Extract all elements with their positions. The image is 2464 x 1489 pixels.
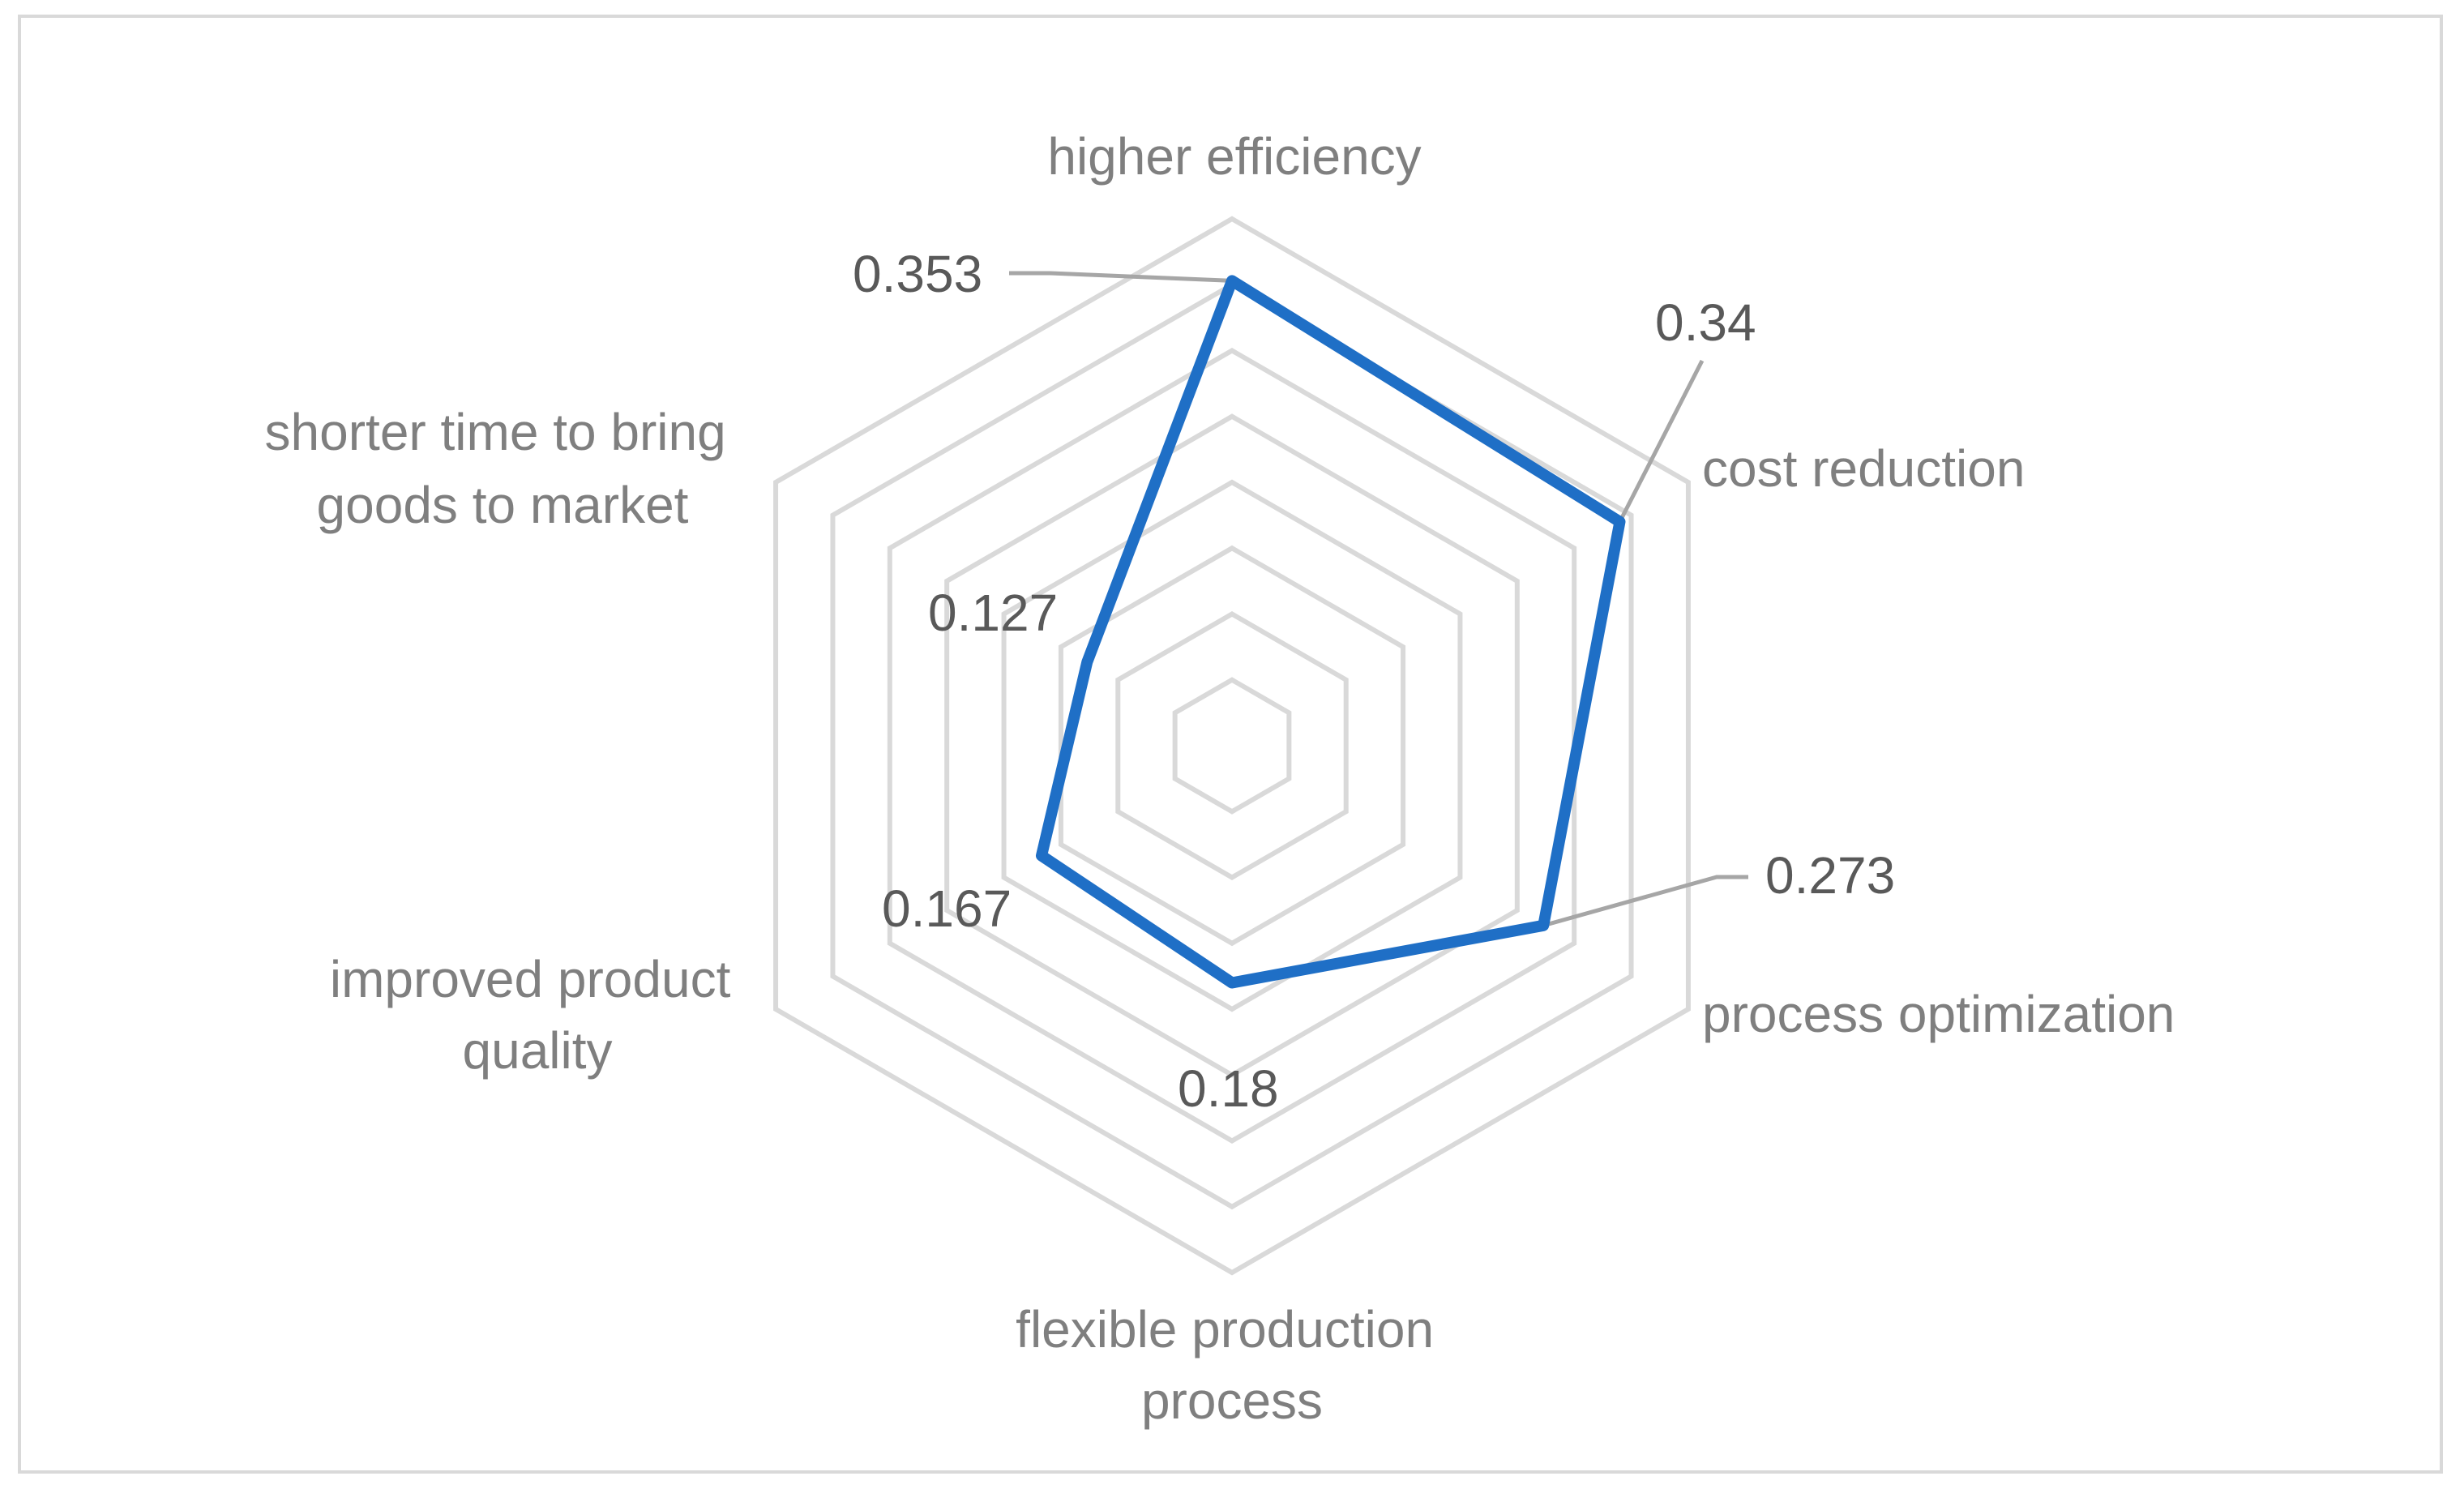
grid-ring-1 xyxy=(1172,677,1292,815)
category-label-cost-reduction: cost reduction xyxy=(1702,439,2025,498)
category-label-improved-product-quality: improved product quality xyxy=(330,950,745,1080)
leader-line-2 xyxy=(1618,359,1705,523)
leader-lines xyxy=(1009,271,1748,928)
grid-ring-8 xyxy=(773,216,1691,1276)
category-label-process-optimization: process optimization xyxy=(1702,985,2175,1043)
grid-ring-5 xyxy=(944,413,1520,1078)
value-label-shorter-time-to-market: 0.127 xyxy=(928,584,1058,642)
grid-ring-2 xyxy=(1115,611,1349,880)
leader-line-1 xyxy=(1009,271,1233,283)
value-label-process-optimization: 0.273 xyxy=(1765,846,1895,905)
grid-ring-6 xyxy=(887,348,1577,1144)
value-label-cost-reduction: 0.34 xyxy=(1655,293,1756,352)
grid-ring-4 xyxy=(1001,479,1463,1012)
category-label-shorter-time-to-market: shorter time to bring goods to market xyxy=(265,403,741,534)
grid-ring-7 xyxy=(830,281,1634,1210)
leader-line-3 xyxy=(1542,875,1748,928)
value-label-improved-product-quality: 0.167 xyxy=(882,879,1012,938)
value-labels: 0.353 0.34 0.273 0.18 0.167 0.127 xyxy=(853,245,1895,1118)
series-1-line xyxy=(1035,275,1626,989)
value-label-higher-efficiency: 0.353 xyxy=(853,245,982,303)
chart-frame xyxy=(18,15,2443,1474)
grid-rings xyxy=(773,216,1691,1276)
category-labels: higher efficiency cost reduction process… xyxy=(265,127,2175,1430)
grid-ring-3 xyxy=(1058,545,1406,947)
category-label-flexible-production-process: flexible production process xyxy=(1016,1300,1448,1430)
value-label-flexible-production-process: 0.18 xyxy=(1178,1059,1279,1118)
series-layer xyxy=(1035,275,1626,989)
category-label-higher-efficiency: higher efficiency xyxy=(1047,127,1421,186)
